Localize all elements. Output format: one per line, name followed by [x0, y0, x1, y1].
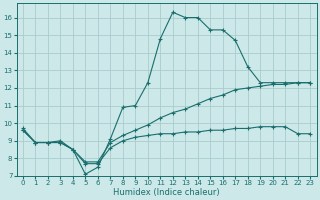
- X-axis label: Humidex (Indice chaleur): Humidex (Indice chaleur): [113, 188, 220, 197]
